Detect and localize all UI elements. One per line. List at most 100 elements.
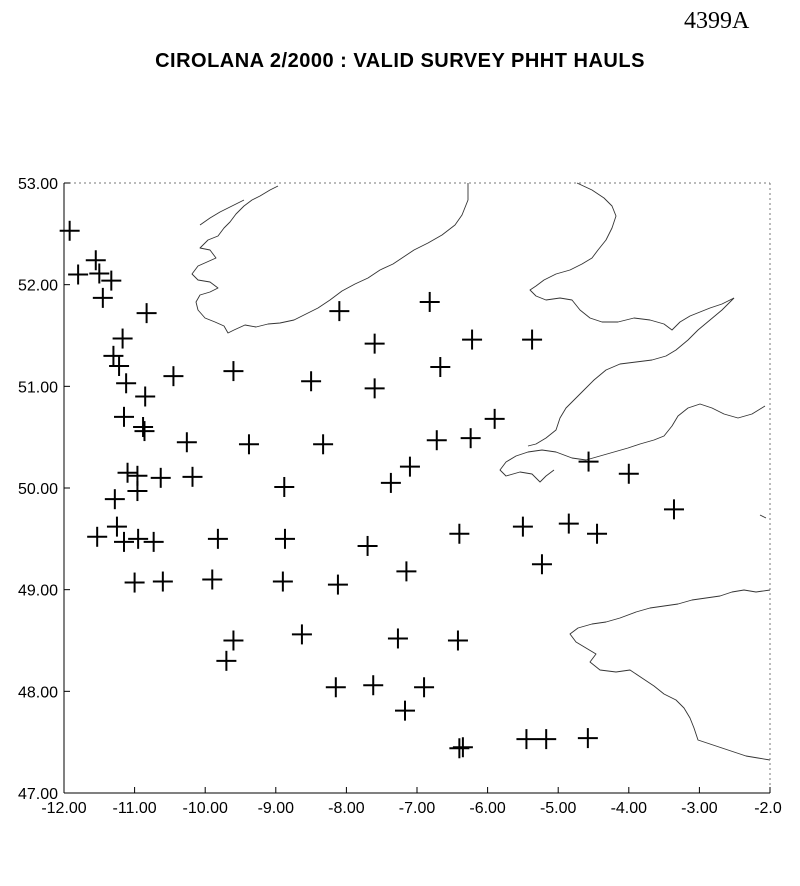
haul-marker: [536, 729, 557, 750]
haul-marker: [577, 728, 598, 749]
x-tick-label: -6.00: [469, 800, 506, 817]
haul-marker: [522, 329, 543, 350]
y-tick-label: 49.00: [18, 583, 58, 600]
haul-marker: [447, 630, 468, 651]
haul-marker: [426, 430, 447, 451]
haul-marker: [176, 432, 197, 453]
x-tick-label: -12.00: [41, 800, 86, 817]
haul-marker: [394, 700, 415, 721]
haul-marker: [357, 535, 378, 556]
x-tick-label: -8.00: [328, 800, 365, 817]
haul-marker: [329, 301, 350, 322]
haul-marker: [207, 528, 228, 549]
haul-marker: [117, 462, 138, 483]
haul-marker: [291, 624, 312, 645]
haul-marker: [101, 270, 122, 291]
haul-marker: [449, 738, 470, 759]
haul-marker: [92, 287, 113, 308]
haul-marker: [313, 434, 334, 455]
haul-marker: [152, 571, 173, 592]
haul-marker: [380, 472, 401, 493]
haul-marker: [364, 333, 385, 354]
haul-marker: [216, 650, 237, 671]
haul-marker: [114, 531, 135, 552]
haul-marker: [301, 371, 322, 392]
haul-marker: [135, 386, 156, 407]
haul-marker: [531, 554, 552, 575]
y-tick-label: 50.00: [18, 481, 58, 498]
x-tick-label: -7.00: [399, 800, 436, 817]
haul-marker: [274, 476, 295, 497]
x-tick-label: -5.00: [540, 800, 577, 817]
haul-marker: [103, 345, 124, 366]
haul-marker: [136, 303, 157, 324]
ireland-coast-inlet: [199, 199, 245, 226]
wales-coast: [529, 182, 735, 331]
haul-marker: [419, 291, 440, 312]
haul-marker: [127, 481, 148, 502]
haul-marker: [133, 417, 154, 437]
x-tick-label: -11.00: [113, 800, 157, 817]
haul-marker: [85, 250, 106, 271]
brittany-coast: [569, 589, 771, 761]
haul-marker: [202, 569, 223, 590]
haul-marker: [327, 574, 348, 595]
haul-marker: [414, 677, 435, 698]
haul-marker: [430, 357, 451, 378]
haul-marker: [587, 523, 608, 544]
haul-marker: [274, 528, 295, 549]
document-id: 4399A: [684, 8, 750, 34]
y-tick-label: 47.00: [18, 786, 58, 803]
haul-marker: [516, 729, 537, 750]
y-tick-label: 48.00: [18, 684, 58, 701]
haul-marker: [134, 421, 155, 442]
haul-marker: [89, 263, 110, 284]
x-tick-label: -4.00: [611, 800, 648, 817]
haul-marker: [460, 428, 481, 449]
haul-marker: [399, 456, 420, 477]
haul-marker: [106, 516, 127, 537]
haul-marker: [363, 675, 384, 696]
haul-marker: [272, 571, 293, 592]
haul-marker: [223, 630, 244, 651]
haul-marker: [87, 526, 108, 547]
haul-marker: [512, 516, 533, 537]
y-tick-label: 53.00: [18, 176, 58, 193]
haul-marker: [128, 528, 149, 549]
haul-marker: [364, 378, 385, 399]
haul-marker: [452, 737, 473, 758]
x-tick-label: -9.00: [258, 800, 295, 817]
y-tick-label: 52.00: [18, 278, 58, 295]
haul-marker: [150, 467, 171, 488]
bristol-channel-coast: [527, 297, 735, 447]
haul-marker: [182, 466, 203, 487]
haul-marker: [387, 628, 408, 649]
ireland-coast: [191, 183, 469, 334]
map-title: CIROLANA 2/2000 : VALID SURVEY PHHT HAUL…: [155, 50, 645, 72]
cornwall-coast: [499, 403, 766, 483]
haul-marker: [59, 220, 80, 241]
haul-marker: [238, 434, 259, 455]
y-tick-label: 51.00: [18, 379, 58, 396]
x-tick-label: -3.00: [681, 800, 718, 817]
x-tick-label: -10.00: [183, 800, 228, 817]
haul-marker: [396, 561, 417, 582]
haul-marker: [663, 499, 684, 520]
haul-marker: [484, 408, 505, 429]
haul-marker: [143, 531, 164, 552]
haul-marker: [68, 264, 89, 285]
haul-marker: [618, 463, 639, 484]
haul-marker: [112, 328, 133, 349]
haul-marker: [578, 451, 599, 472]
haul-marker: [116, 373, 137, 394]
haul-marker: [223, 361, 244, 382]
x-tick-label: -2.0: [754, 800, 782, 817]
haul-marker: [124, 572, 145, 593]
haul-marker: [558, 513, 579, 534]
haul-marker: [114, 406, 135, 427]
haul-marker: [462, 329, 483, 350]
haul-marker: [163, 366, 184, 387]
haul-marker: [109, 356, 130, 376]
channel-islands: [759, 514, 767, 519]
